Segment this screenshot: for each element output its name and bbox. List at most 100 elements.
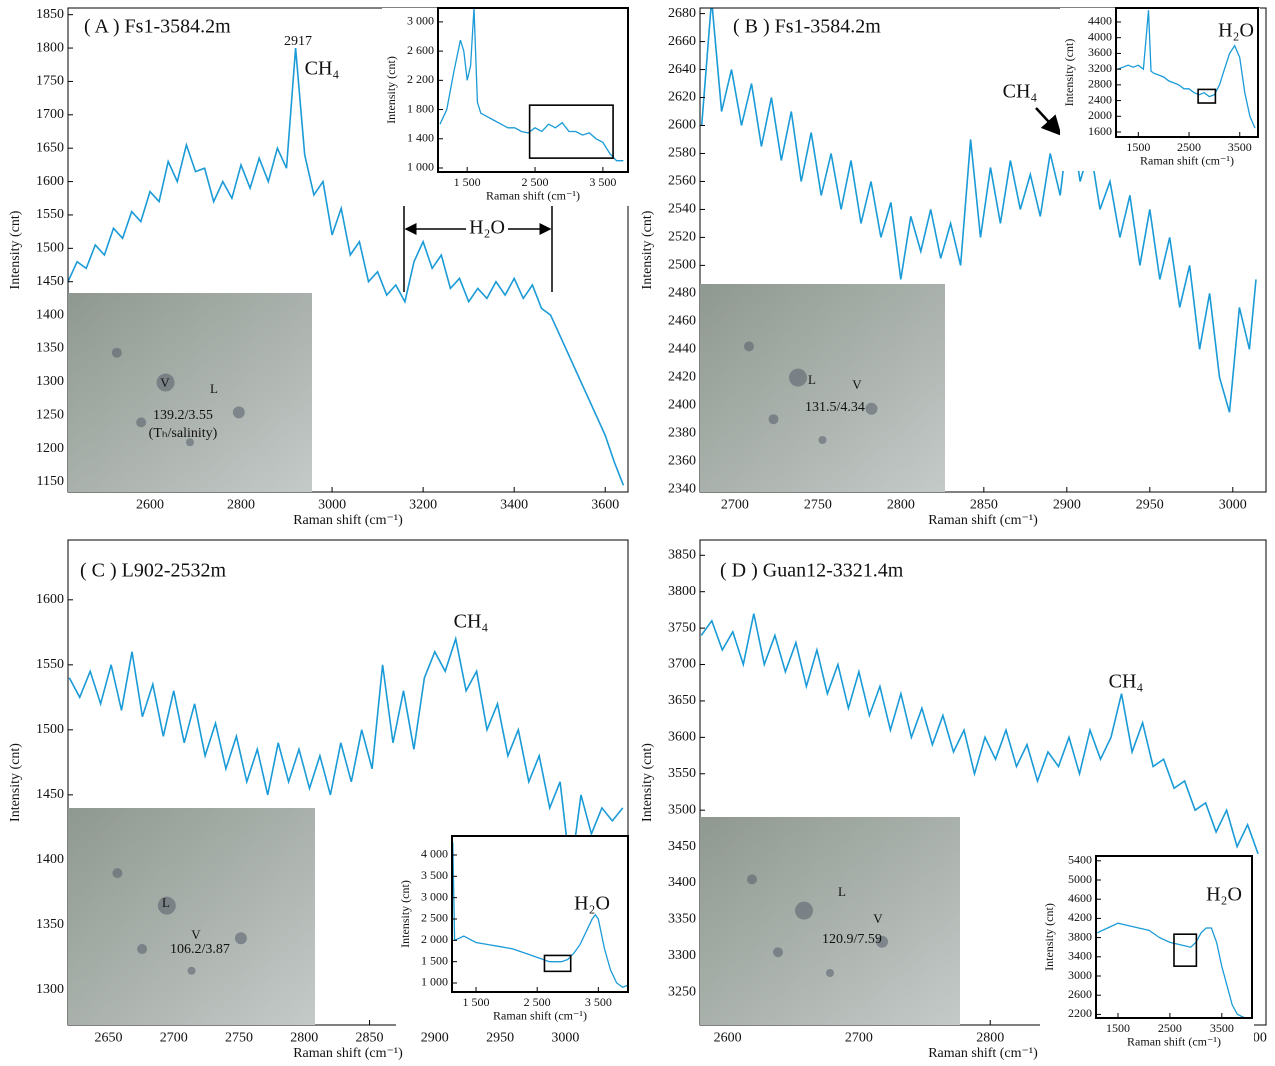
y-tick-label: 2480 [668,286,696,301]
x-tick-label: 2850 [356,1031,384,1046]
y-tick-label: 1500 [36,722,64,737]
x-tick-label: 2750 [225,1031,253,1046]
y-tick-label: 2460 [668,314,696,329]
y-tick-label: 1 000 [421,975,448,989]
photomicrograph [68,293,312,492]
x-tick-label: 2 500 [524,995,551,1009]
annotation: 2917 [284,34,312,49]
x-tick-label: 2850 [970,498,998,513]
inset-background [396,836,630,1026]
y-tick-label: 3300 [668,948,696,963]
y-tick-label: 1200 [36,441,64,456]
y-tick-label: 1550 [36,207,64,222]
y-tick-label: 3750 [668,620,696,635]
y-tick-label: 3000 [1068,968,1092,982]
y-tick-label: 3350 [668,912,696,927]
zoom-box [1197,88,1217,104]
y-tick-label: 4 000 [421,847,448,861]
photomicrograph [700,817,960,1025]
y-tick-label: 2200 [1068,1006,1092,1020]
y-tick-label: 2360 [668,453,696,468]
inclusion [768,414,779,425]
x-axis-label: Raman shift (cm⁻¹) [928,513,1038,528]
y-tick-label: 2340 [668,481,696,496]
inclusion [234,932,247,945]
inset-background [1040,856,1254,1052]
y-tick-label: 1700 [36,107,64,122]
photo-label: L [808,372,816,387]
y-axis-label: Intensity (cnt) [8,210,23,289]
plot-frame [67,539,629,1026]
spectrum-line [439,8,624,162]
y-tick-label: 5400 [1068,853,1092,867]
inclusion [876,935,888,948]
x-axis-label: Raman shift (cm⁻¹) [1127,1034,1221,1048]
zoom-box [528,104,614,159]
photomicrograph [68,808,315,1025]
y-tick-label: 2600 [668,118,696,133]
inset-annotation: H₂O [574,893,610,915]
x-tick-label: 2700 [721,498,749,513]
inclusion [795,901,813,920]
y-tick-label: 1750 [36,74,64,89]
annotation: H₂O [469,217,505,239]
y-tick-label: 2540 [668,202,696,217]
x-tick-label: 3500 [1228,140,1252,154]
x-tick-label: 2600 [714,1031,742,1046]
inclusion [187,966,196,975]
x-tick-label: 2800 [887,498,915,513]
y-tick-label: 3200 [1088,61,1112,75]
zoom-box [543,954,572,973]
x-tick-label: 2700 [160,1031,188,1046]
y-tick-label: 3650 [668,693,696,708]
inclusion [818,436,827,444]
y-tick-label: 1 800 [407,101,434,115]
y-tick-label: 2520 [668,230,696,245]
spectrum-line [452,842,628,989]
x-tick-label: 2950 [486,1031,514,1046]
y-axis-label: Intensity (cnt) [8,743,23,822]
inclusion [137,944,148,955]
photo-label: 120.9/7.59 [822,932,882,947]
y-tick-label: 1450 [36,274,64,289]
y-tick-label: 1400 [36,307,64,322]
y-tick-label: 2400 [668,397,696,412]
y-tick-label: 1850 [36,7,64,22]
y-tick-label: 1 000 [407,160,434,174]
y-tick-label: 2440 [668,342,696,357]
x-axis-label: Raman shift (cm⁻¹) [1140,153,1234,167]
inclusion [865,402,878,415]
y-tick-label: 3800 [1068,929,1092,943]
y-tick-label: 4400 [1088,14,1112,28]
panel-title: ( B ) Fs1-3584.2m [733,16,881,38]
x-tick-label: 3000 [551,1031,579,1046]
photomicrograph [700,284,945,492]
y-tick-label: 1650 [36,140,64,155]
x-axis-label: Raman shift (cm⁻¹) [293,1046,403,1061]
x-tick-label: 3400 [500,498,528,513]
x-axis-label: Raman shift (cm⁻¹) [928,1046,1038,1061]
spectrum-line [68,635,624,874]
y-tick-label: 2800 [1088,77,1112,91]
y-tick-label: 2600 [1068,987,1092,1001]
y-tick-label: 1150 [37,474,64,489]
y-tick-label: 4000 [1088,29,1112,43]
inclusion [157,896,176,915]
y-tick-label: 2680 [668,6,696,21]
plot-frame [451,835,629,993]
y-tick-label: 3550 [668,766,696,781]
inclusion [773,947,783,958]
y-tick-label: 1600 [1088,124,1112,138]
y-tick-label: 3250 [668,984,696,999]
y-tick-label: 3400 [668,875,696,890]
y-tick-label: 1450 [36,787,64,802]
y-tick-label: 1 400 [407,131,434,145]
photo-label: 106.2/3.87 [170,942,230,957]
plot-frame [67,7,629,493]
y-axis-label: Intensity (cnt) [640,743,655,822]
photo-label: L [838,884,846,899]
y-tick-label: 1350 [36,917,64,932]
y-tick-label: 3 500 [421,868,448,882]
x-tick-label: 2900 [421,1031,449,1046]
x-tick-label: 3200 [409,498,437,513]
